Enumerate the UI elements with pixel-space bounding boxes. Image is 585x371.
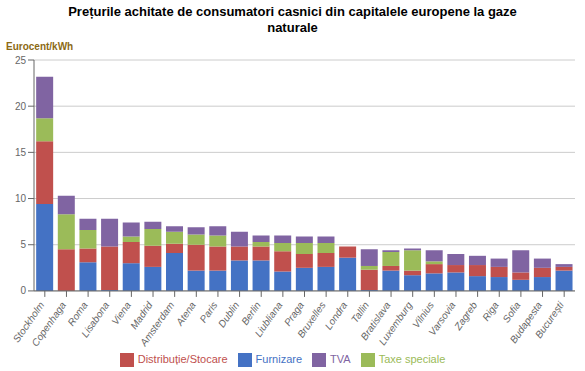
svg-text:Liubliana: Liubliana xyxy=(253,299,285,338)
html-text:Prețurile achitate de consumat: Prețurile achitate de consumatori casnic… xyxy=(68,4,517,19)
svg-text:Londra: Londra xyxy=(323,299,350,331)
svg-text:Vilnius: Vilnius xyxy=(410,299,436,330)
svg-text:Sofia: Sofia xyxy=(500,299,523,325)
svg-text:Budapesta: Budapesta xyxy=(507,299,545,346)
svg-text:Zagreb: Zagreb xyxy=(451,299,479,332)
html-text:naturale: naturale xyxy=(267,20,318,35)
svg-text:Bruxelles: Bruxelles xyxy=(295,300,328,340)
svg-text:Copenhaga: Copenhaga xyxy=(29,299,68,348)
html-text:TVA: TVA xyxy=(330,352,351,365)
svg-text:25: 25 xyxy=(15,55,27,66)
svg-text:Tallin: Tallin xyxy=(348,299,372,325)
svg-text:Madrid: Madrid xyxy=(128,299,155,332)
svg-text:0: 0 xyxy=(20,285,26,296)
html-text:Distribuție/Stocare: Distribuție/Stocare xyxy=(137,352,228,365)
svg-text:Stockholm: Stockholm xyxy=(10,299,47,345)
svg-text:Varsovia: Varsovia xyxy=(426,299,457,337)
svg-text:15: 15 xyxy=(15,147,27,158)
svg-text:Amsterdam: Amsterdam xyxy=(137,300,176,349)
svg-text:Paris: Paris xyxy=(197,299,220,325)
svg-text:București: București xyxy=(533,299,566,340)
svg-text:Berlin: Berlin xyxy=(239,299,263,327)
svg-text:Atena: Atena xyxy=(173,299,198,328)
svg-text:20: 20 xyxy=(15,101,27,112)
svg-text:Praga: Praga xyxy=(281,299,307,328)
svg-text:Roma: Roma xyxy=(65,299,90,328)
svg-text:Dublin: Dublin xyxy=(216,299,242,329)
svg-text:5: 5 xyxy=(20,239,26,250)
svg-text:Bratislava: Bratislava xyxy=(358,299,393,342)
svg-text:Lisabona: Lisabona xyxy=(79,299,112,339)
html-text:Eurocent/kWh: Eurocent/kWh xyxy=(6,41,74,52)
svg-text:Luxemburg: Luxemburg xyxy=(377,299,415,347)
svg-text:10: 10 xyxy=(15,193,27,204)
html-text:Taxe speciale: Taxe speciale xyxy=(378,352,446,365)
svg-text:Riga: Riga xyxy=(480,299,501,323)
html-text:Furnizare: Furnizare xyxy=(255,352,302,365)
svg-text:Viena: Viena xyxy=(109,299,133,327)
